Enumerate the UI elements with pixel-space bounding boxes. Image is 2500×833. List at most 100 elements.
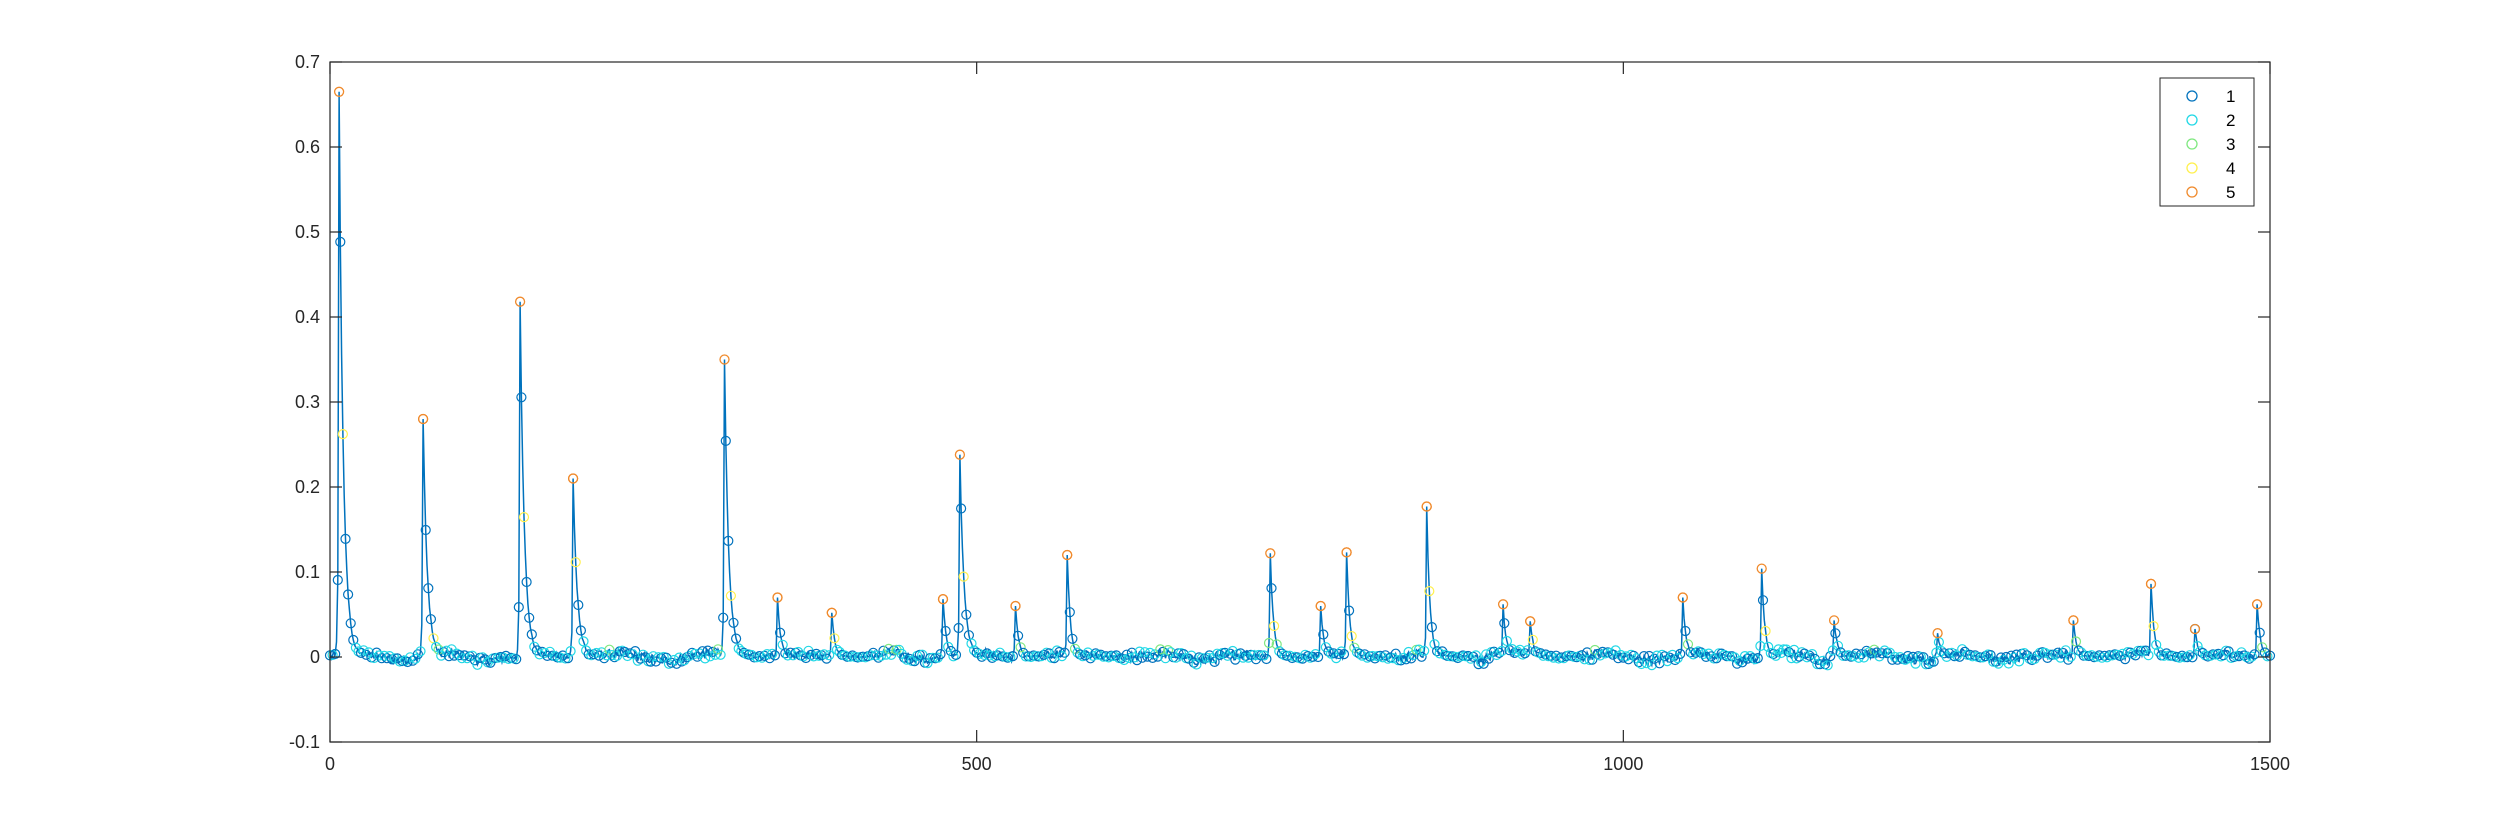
data-point	[1188, 657, 1200, 668]
data-point	[2205, 650, 2216, 661]
data-point	[1856, 649, 1867, 660]
peak-point	[1756, 563, 1767, 574]
data-point	[1638, 650, 1650, 662]
peak-point	[1010, 600, 1021, 612]
data-point	[604, 644, 615, 655]
data-point	[332, 574, 343, 586]
data-point	[389, 653, 400, 664]
data-point	[1398, 652, 1409, 664]
data-point	[1646, 659, 1657, 671]
data-point	[345, 618, 356, 629]
data-point	[1118, 654, 1130, 666]
data-point	[870, 650, 881, 661]
peak-point	[1062, 549, 1073, 561]
data-point	[883, 643, 894, 655]
data-point	[1770, 650, 1782, 661]
data-point	[2094, 650, 2105, 661]
data-point	[516, 392, 527, 403]
data-point	[1468, 651, 1479, 663]
data-point	[922, 657, 933, 669]
data-point	[805, 649, 817, 661]
data-point	[337, 429, 348, 440]
data-point	[1685, 647, 1696, 658]
data-point	[562, 652, 574, 664]
data-point	[948, 651, 959, 662]
data-point	[2143, 650, 2154, 661]
data-point	[1675, 648, 1686, 660]
data-point	[1462, 650, 1474, 662]
data-point	[1587, 654, 1598, 665]
data-point	[1537, 650, 1549, 661]
data-point	[1605, 647, 1616, 659]
data-point	[441, 645, 452, 656]
data-point	[1007, 650, 1019, 662]
data-point	[1157, 646, 1169, 658]
data-point	[829, 633, 840, 644]
data-point	[940, 625, 951, 637]
data-point	[1814, 659, 1826, 670]
data-point	[1644, 650, 1655, 662]
data-point	[2184, 650, 2195, 661]
data-point	[749, 652, 760, 663]
data-point	[785, 647, 796, 658]
data-point	[839, 650, 850, 661]
data-point	[2052, 647, 2063, 658]
data-point	[1307, 651, 1319, 662]
data-point	[2239, 650, 2250, 661]
peak-point	[567, 473, 579, 484]
data-point	[1512, 646, 1523, 657]
data-point	[968, 645, 980, 656]
y-tick-label: 0.4	[295, 307, 320, 327]
data-point	[1465, 653, 1476, 664]
data-point	[1354, 648, 1365, 659]
data-point	[1155, 644, 1166, 655]
peak-point	[2068, 615, 2079, 626]
peak-point	[514, 296, 526, 307]
data-point	[1985, 649, 1996, 661]
data-point	[1641, 658, 1652, 669]
peak-point	[2145, 578, 2157, 590]
data-point	[348, 634, 359, 646]
data-point	[1488, 646, 1500, 657]
data-point	[1256, 650, 1267, 661]
data-point	[1214, 649, 1225, 661]
data-point	[834, 646, 845, 658]
data-point	[1969, 650, 1981, 661]
series-line	[329, 91, 2271, 668]
data-point	[415, 646, 426, 657]
data-point	[1843, 650, 1854, 661]
data-point	[1861, 645, 1872, 656]
data-point	[1408, 649, 1419, 661]
data-point	[526, 629, 537, 640]
data-point	[2117, 648, 2128, 659]
data-point	[399, 655, 411, 666]
data-point	[1848, 650, 1859, 662]
data-point	[2133, 645, 2144, 656]
data-point	[462, 653, 473, 664]
data-point	[645, 656, 656, 667]
y-tick-label: 0.5	[295, 222, 320, 242]
data-point	[368, 652, 380, 664]
data-point	[1628, 650, 1639, 661]
data-point	[609, 652, 620, 663]
data-point	[1892, 654, 1903, 665]
data-point	[2001, 651, 2012, 663]
x-tick-label: 500	[962, 754, 992, 774]
data-point	[524, 612, 535, 623]
data-point	[1281, 650, 1293, 661]
data-point	[2125, 647, 2136, 658]
data-point	[1615, 649, 1626, 661]
data-point	[1755, 640, 1766, 652]
data-point	[1323, 646, 1334, 657]
data-point	[1129, 652, 1140, 663]
data-point	[769, 650, 781, 661]
data-point	[1879, 645, 1890, 656]
data-point	[865, 650, 876, 661]
data-point	[1162, 644, 1174, 656]
data-point	[1111, 650, 1122, 661]
data-point	[1905, 653, 1916, 664]
peak-point	[1677, 592, 1688, 603]
data-point	[932, 652, 944, 663]
data-point	[1452, 652, 1463, 664]
data-point	[984, 650, 995, 661]
